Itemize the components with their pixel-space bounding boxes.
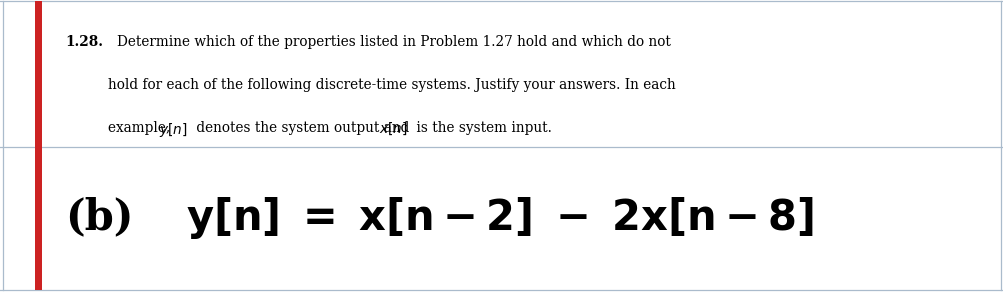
Text: $\mathbf{y[n]\ =\ x[n-2]\ -\ 2x[n-8]}$: $\mathbf{y[n]\ =\ x[n-2]\ -\ 2x[n-8]}$ <box>186 195 812 240</box>
Text: hold for each of the following discrete-time systems. Justify your answers. In e: hold for each of the following discrete-… <box>108 78 675 92</box>
Text: Determine which of the properties listed in Problem 1.27 hold and which do not: Determine which of the properties listed… <box>117 35 671 49</box>
Bar <box>34 1 41 290</box>
Text: is the system input.: is the system input. <box>411 121 551 135</box>
Text: $y[n]$: $y[n]$ <box>158 121 187 138</box>
Text: 1.28.: 1.28. <box>65 35 103 49</box>
Text: $x[n]$: $x[n]$ <box>378 121 406 137</box>
Text: example,: example, <box>108 121 175 135</box>
Text: (b): (b) <box>65 197 133 238</box>
Text: denotes the system output and: denotes the system output and <box>192 121 413 135</box>
